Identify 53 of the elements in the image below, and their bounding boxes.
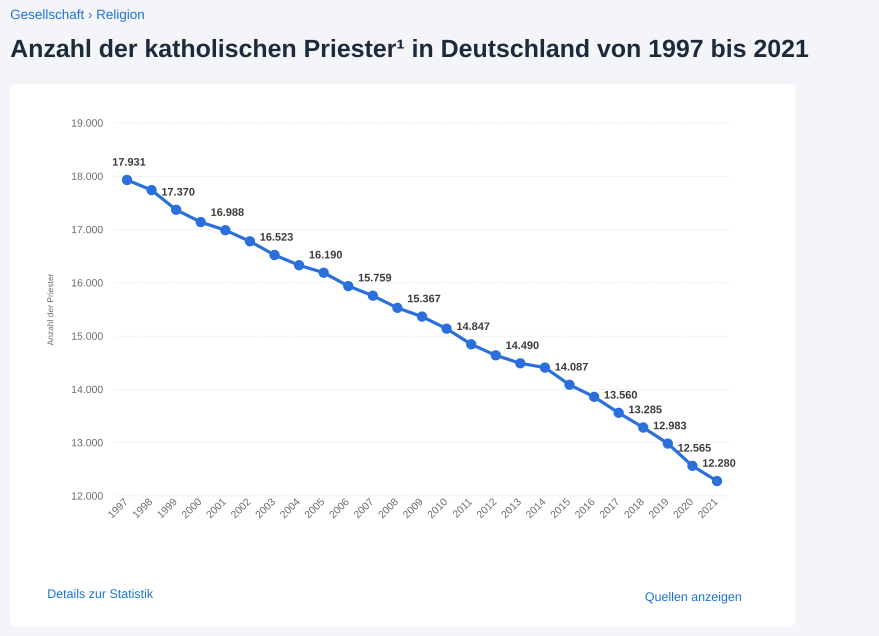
point [196, 216, 206, 228]
y-tick-label: 14.000 [72, 386, 103, 394]
point [244, 236, 256, 246]
point [392, 302, 403, 314]
point [613, 408, 624, 418]
y-tick-label: 12.000 [72, 492, 103, 500]
data-label: 13.560 [604, 390, 637, 399]
point [712, 476, 722, 486]
source-note: Quellen anzeigen [645, 592, 741, 604]
data-label: 12.565 [678, 444, 711, 452]
y-axis-title: Anzahl der Priester [47, 274, 54, 346]
y-tick-label: 15.000 [72, 332, 103, 340]
point [269, 250, 280, 260]
point [294, 260, 304, 270]
point [466, 339, 476, 350]
point [515, 358, 526, 369]
data-label: 12.280 [702, 459, 736, 467]
data-label: 17.931 [112, 158, 146, 166]
data-label: 16.190 [310, 250, 342, 259]
data-label: 15.367 [408, 294, 440, 302]
y-tick-label: 17.000 [72, 226, 103, 234]
data-label: 16.988 [211, 208, 244, 216]
data-label: 17.370 [162, 188, 194, 196]
chart-title: Anzahl der katholischen Priester¹ in Deutschland von 1997 bis 2021 [10, 38, 808, 58]
point [564, 380, 575, 390]
point [343, 280, 354, 292]
point [662, 438, 674, 449]
data-label: 14.490 [506, 341, 539, 350]
text: Gesellschaft › Religion [10, 9, 144, 22]
point [540, 362, 550, 373]
text: Details zur Statistik [48, 588, 154, 598]
point [170, 204, 182, 216]
y-tick-label: 18.000 [72, 172, 103, 180]
point [146, 184, 157, 196]
data-label: 13.285 [629, 406, 662, 414]
point [490, 350, 501, 361]
point [220, 224, 231, 236]
data-label: 14.087 [555, 362, 588, 371]
y-tick-label: 13.000 [72, 439, 103, 446]
point [588, 392, 600, 402]
point [416, 311, 428, 322]
y-tick-label: 19.000 [72, 119, 103, 127]
point [687, 460, 698, 472]
data-label: 14.847 [457, 322, 490, 330]
y-tick-label: 16.000 [72, 279, 103, 287]
point [441, 323, 452, 334]
data-label: 12.983 [654, 422, 686, 430]
data-label: 15.759 [358, 274, 392, 282]
point [122, 174, 132, 186]
point [368, 290, 378, 301]
point [318, 268, 329, 278]
data-label: 16.523 [260, 233, 293, 241]
point [638, 422, 648, 433]
